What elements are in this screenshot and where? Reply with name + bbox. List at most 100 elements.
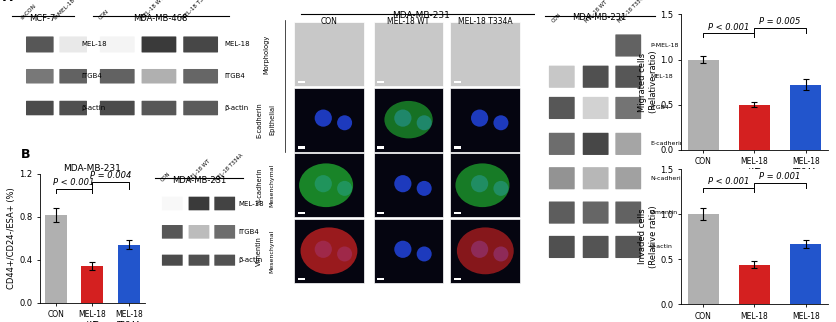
- Ellipse shape: [337, 181, 352, 196]
- Bar: [298, 212, 304, 214]
- Text: N-cadherin: N-cadherin: [257, 167, 263, 204]
- Ellipse shape: [395, 241, 411, 258]
- Ellipse shape: [471, 175, 488, 192]
- Bar: [294, 88, 364, 152]
- Text: MEL-18 T334A: MEL-18 T334A: [458, 17, 512, 26]
- Text: Morphology: Morphology: [263, 34, 269, 74]
- Text: MEL-18 WT: MEL-18 WT: [187, 159, 212, 183]
- FancyBboxPatch shape: [141, 69, 176, 83]
- FancyBboxPatch shape: [162, 225, 183, 239]
- FancyBboxPatch shape: [26, 36, 54, 52]
- Bar: [790, 85, 821, 150]
- FancyBboxPatch shape: [549, 133, 574, 155]
- Ellipse shape: [395, 109, 411, 127]
- Y-axis label: Migrated cells
(Relative ratio): Migrated cells (Relative ratio): [639, 51, 658, 113]
- FancyBboxPatch shape: [615, 34, 641, 57]
- FancyBboxPatch shape: [162, 255, 183, 266]
- Bar: [374, 22, 443, 86]
- Bar: [294, 153, 364, 217]
- Ellipse shape: [395, 175, 411, 192]
- Ellipse shape: [299, 163, 353, 207]
- Text: MCF-7: MCF-7: [29, 14, 55, 23]
- FancyBboxPatch shape: [583, 34, 609, 57]
- FancyBboxPatch shape: [99, 101, 135, 115]
- Text: MEL-18 WT: MEL-18 WT: [387, 17, 430, 26]
- Text: ITGB4: ITGB4: [650, 105, 669, 110]
- Bar: [298, 147, 304, 148]
- FancyBboxPatch shape: [583, 236, 609, 258]
- Text: MDA-MB-231: MDA-MB-231: [172, 176, 226, 185]
- FancyBboxPatch shape: [214, 197, 235, 210]
- FancyBboxPatch shape: [549, 97, 574, 119]
- Text: E-cadherin: E-cadherin: [650, 141, 684, 147]
- FancyBboxPatch shape: [141, 36, 176, 52]
- Text: MEL-18 WT: MEL-18 WT: [140, 0, 165, 20]
- Text: Vimentin: Vimentin: [257, 236, 263, 266]
- Text: MEL-18 T334A: MEL-18 T334A: [617, 0, 647, 24]
- Text: P = 0.005: P = 0.005: [759, 17, 801, 26]
- Ellipse shape: [493, 246, 508, 261]
- FancyBboxPatch shape: [189, 225, 209, 239]
- Text: E: E: [655, 0, 664, 1]
- Text: β-actin: β-actin: [238, 257, 263, 263]
- FancyBboxPatch shape: [189, 255, 209, 266]
- FancyBboxPatch shape: [214, 225, 235, 239]
- Bar: [454, 81, 461, 83]
- Y-axis label: CD44+/CD24-/ESA+ (%): CD44+/CD24-/ESA+ (%): [8, 187, 17, 289]
- Bar: [451, 153, 520, 217]
- FancyBboxPatch shape: [214, 255, 235, 266]
- Text: MDA-MB-468: MDA-MB-468: [133, 14, 187, 23]
- Ellipse shape: [385, 101, 433, 138]
- Text: ITGB4: ITGB4: [224, 73, 245, 79]
- Bar: [454, 147, 461, 148]
- Ellipse shape: [337, 246, 352, 261]
- FancyBboxPatch shape: [549, 167, 574, 189]
- FancyBboxPatch shape: [549, 236, 574, 258]
- FancyBboxPatch shape: [26, 101, 54, 115]
- Ellipse shape: [471, 109, 488, 127]
- Text: A: A: [3, 0, 13, 4]
- Ellipse shape: [301, 227, 358, 274]
- Text: MEL-18: MEL-18: [650, 74, 673, 79]
- Bar: [294, 22, 364, 86]
- Bar: [374, 153, 443, 217]
- Ellipse shape: [456, 163, 509, 207]
- FancyBboxPatch shape: [59, 69, 87, 83]
- Text: MEL-18: MEL-18: [238, 201, 264, 206]
- Ellipse shape: [416, 181, 431, 196]
- Text: P < 0.001: P < 0.001: [54, 178, 94, 187]
- Text: MDA-MB-231: MDA-MB-231: [573, 13, 626, 22]
- Text: MEL-18 WT: MEL-18 WT: [584, 0, 608, 24]
- Bar: [298, 278, 304, 280]
- Bar: [739, 105, 770, 150]
- Bar: [81, 266, 104, 303]
- FancyBboxPatch shape: [615, 66, 641, 88]
- Bar: [374, 219, 443, 283]
- Text: CON: CON: [550, 12, 562, 24]
- FancyBboxPatch shape: [549, 202, 574, 224]
- Text: shCON: shCON: [19, 3, 38, 20]
- Bar: [454, 212, 461, 214]
- Text: B: B: [22, 148, 31, 161]
- Ellipse shape: [493, 115, 508, 130]
- Text: β-actin: β-actin: [224, 105, 249, 111]
- Text: P = 0.004: P = 0.004: [90, 171, 131, 180]
- Bar: [454, 278, 461, 280]
- Text: MEL-18 T334A: MEL-18 T334A: [214, 153, 244, 183]
- Text: P < 0.001: P < 0.001: [708, 23, 750, 32]
- Bar: [45, 215, 67, 303]
- Bar: [377, 147, 385, 148]
- Bar: [298, 81, 304, 83]
- Text: CON: CON: [98, 8, 110, 20]
- Text: ITGB4: ITGB4: [238, 229, 259, 235]
- FancyBboxPatch shape: [583, 167, 609, 189]
- FancyBboxPatch shape: [615, 97, 641, 119]
- FancyBboxPatch shape: [183, 69, 218, 83]
- Ellipse shape: [456, 227, 513, 274]
- Text: P = 0.001: P = 0.001: [759, 172, 801, 181]
- FancyBboxPatch shape: [59, 36, 87, 52]
- Bar: [790, 244, 821, 304]
- Bar: [451, 219, 520, 283]
- Text: β-actin: β-actin: [81, 105, 106, 111]
- Text: MEL-18: MEL-18: [224, 42, 250, 47]
